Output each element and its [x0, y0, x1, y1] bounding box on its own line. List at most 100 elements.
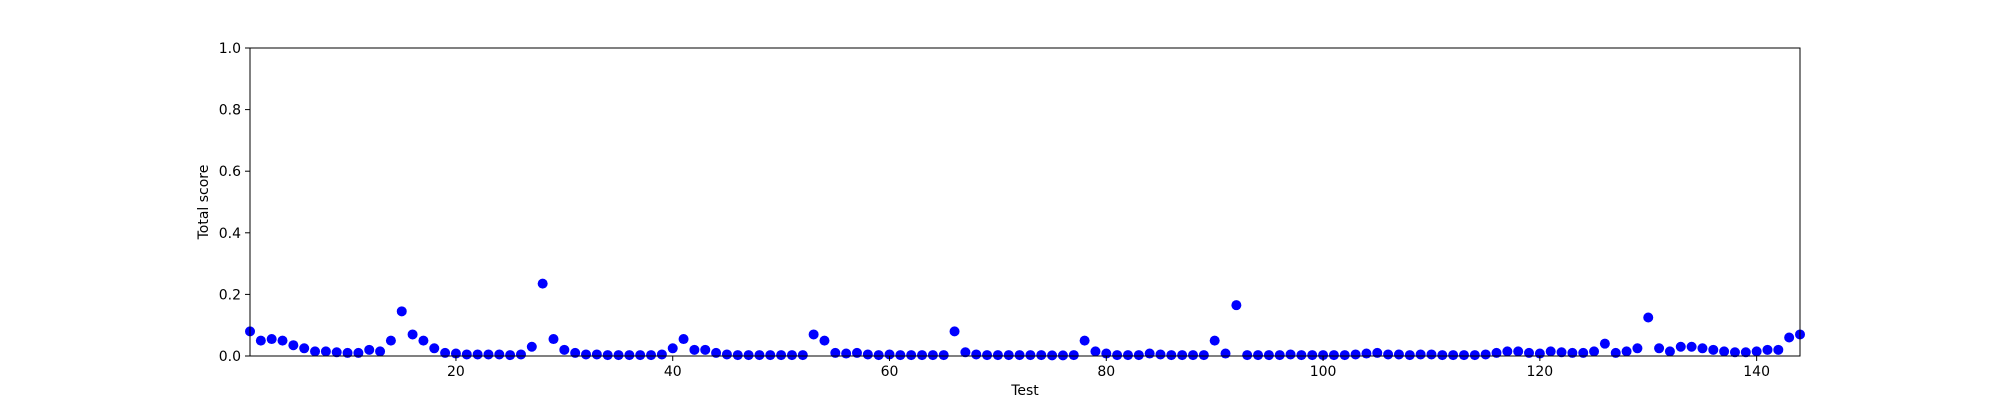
data-point — [1513, 346, 1524, 357]
plot-area-frame — [249, 47, 1801, 357]
data-point — [1166, 350, 1177, 361]
data-point — [1090, 346, 1101, 357]
data-point — [559, 344, 570, 355]
data-point — [1122, 350, 1133, 361]
data-point — [1664, 346, 1675, 357]
data-point — [678, 334, 689, 345]
data-point — [1524, 347, 1535, 358]
data-point — [1198, 350, 1209, 361]
data-point — [277, 335, 288, 346]
data-point — [830, 347, 841, 358]
x-tick-label: 20 — [447, 364, 465, 380]
data-point — [1719, 346, 1730, 357]
y-tick-label: 0.6 — [219, 164, 241, 180]
data-point — [461, 349, 472, 360]
data-point — [385, 335, 396, 346]
data-point — [1491, 347, 1502, 358]
y-tick-label: 1.0 — [219, 41, 241, 57]
x-axis: 20 40 60 80 100 120 140 — [447, 356, 1770, 380]
data-point — [1567, 347, 1578, 358]
data-point — [624, 350, 635, 361]
data-point — [819, 335, 830, 346]
data-point — [1253, 350, 1264, 361]
data-point — [1448, 350, 1459, 361]
data-point — [364, 344, 375, 355]
data-point — [494, 349, 505, 360]
y-axis-label: Total score — [196, 165, 212, 241]
y-tick-label: 0.0 — [219, 349, 241, 365]
data-point — [320, 346, 331, 357]
data-point — [938, 350, 949, 361]
x-tick-label: 80 — [1097, 364, 1115, 380]
data-point — [1361, 348, 1372, 359]
data-point — [581, 349, 592, 360]
data-point — [342, 347, 353, 358]
data-point — [396, 306, 407, 317]
data-point — [884, 349, 895, 360]
data-point — [1404, 350, 1415, 361]
data-point — [418, 335, 429, 346]
data-point — [1220, 348, 1231, 359]
data-point — [1415, 349, 1426, 360]
data-point — [1047, 350, 1058, 361]
data-point — [613, 350, 624, 361]
data-point — [1057, 350, 1068, 361]
data-point — [1133, 350, 1144, 361]
data-point — [1480, 349, 1491, 360]
data-point — [483, 349, 494, 360]
data-point — [1296, 350, 1307, 361]
data-point — [646, 350, 657, 361]
data-point — [1762, 344, 1773, 355]
data-point — [1383, 349, 1394, 360]
data-point — [732, 350, 743, 361]
data-point — [1697, 343, 1708, 354]
data-point — [1242, 350, 1253, 361]
data-point — [689, 344, 700, 355]
data-point — [1469, 350, 1480, 361]
data-point — [1458, 350, 1469, 361]
data-point — [1177, 350, 1188, 361]
data-point — [1426, 349, 1437, 360]
data-point — [1112, 350, 1123, 361]
data-point — [1231, 300, 1242, 311]
data-point — [537, 278, 548, 289]
data-point — [1502, 346, 1513, 357]
data-point — [754, 350, 765, 361]
data-point — [1014, 350, 1025, 361]
data-point — [1318, 350, 1329, 361]
x-tick-label: 60 — [881, 364, 899, 380]
data-point — [971, 349, 982, 360]
data-point — [1003, 350, 1014, 361]
data-point — [429, 343, 440, 354]
y-tick-label: 0.4 — [219, 226, 241, 242]
data-point — [1068, 350, 1079, 361]
data-point — [1188, 350, 1199, 361]
data-point — [1740, 347, 1751, 358]
data-point — [927, 350, 938, 361]
data-point — [765, 350, 776, 361]
data-point — [1350, 349, 1361, 360]
data-point — [776, 350, 787, 361]
data-point — [1686, 341, 1697, 352]
data-point — [1274, 350, 1285, 361]
data-point — [353, 347, 364, 358]
x-tick-label: 140 — [1743, 364, 1770, 380]
data-point — [917, 350, 928, 361]
data-point — [1155, 349, 1166, 360]
data-point — [841, 348, 852, 359]
data-point — [1025, 350, 1036, 361]
data-point — [255, 335, 266, 346]
y-tick-label: 0.8 — [219, 103, 241, 119]
x-axis-label: Test — [1010, 383, 1039, 399]
data-point — [1556, 347, 1567, 358]
data-point — [982, 350, 993, 361]
data-point — [743, 350, 754, 361]
data-point — [1545, 346, 1556, 357]
data-point — [1285, 349, 1296, 360]
data-point — [1437, 350, 1448, 361]
data-point — [786, 350, 797, 361]
data-point — [407, 329, 418, 340]
data-point — [548, 334, 559, 345]
data-point — [591, 349, 602, 360]
